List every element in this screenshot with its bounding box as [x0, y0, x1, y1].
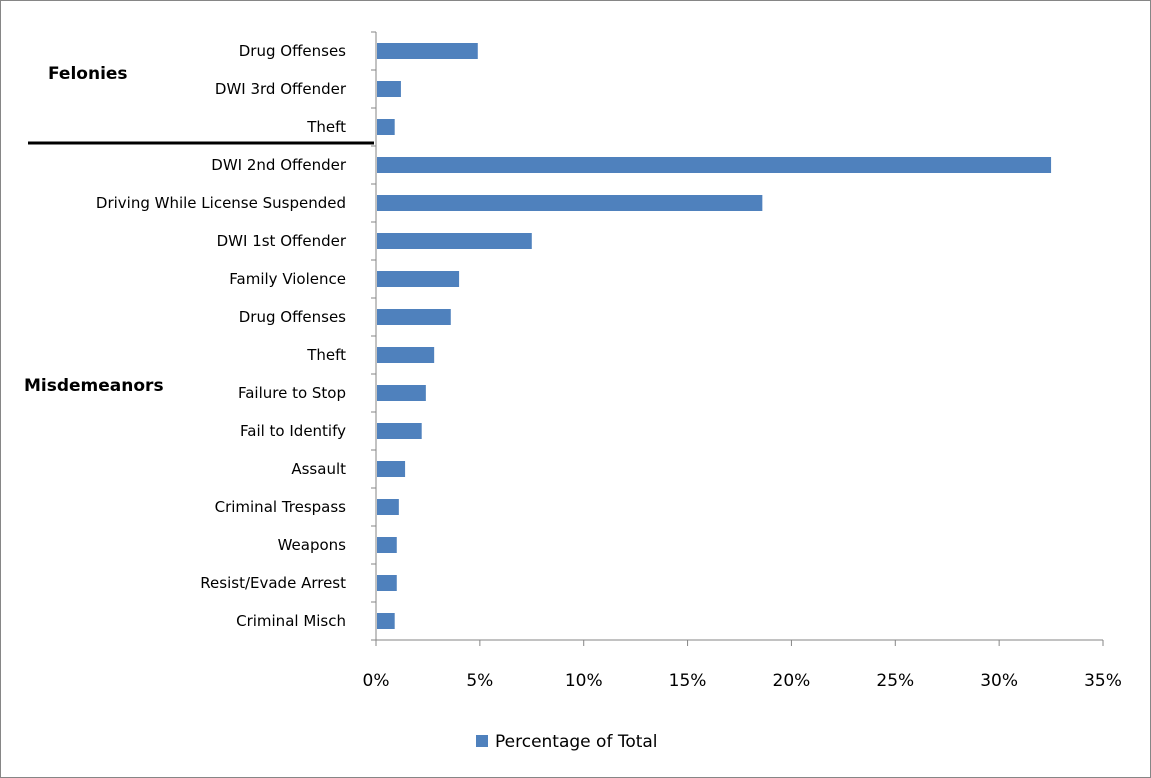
group-label-felonies: Felonies: [48, 64, 128, 84]
category-label-9: Failure to Stop: [238, 384, 346, 402]
category-labels: Drug Offenses DWI 3rd Offender Theft DWI 2n…: [96, 42, 347, 630]
x-tick-label-7: 35%: [1084, 671, 1122, 691]
category-label-8: Theft: [306, 346, 346, 364]
group-labels: Felonies Misdemeanors: [24, 64, 374, 396]
group-label-misdemeanors: Misdemeanors: [24, 376, 164, 396]
y-axis: [371, 31, 377, 641]
bar-2: [377, 119, 395, 135]
x-axis: 0% 5% 10% 15% 20% 25% 30% 35%: [363, 639, 1122, 691]
category-label-4: Driving While License Suspended: [96, 194, 346, 212]
legend-swatch: [476, 735, 488, 747]
x-tick-label-1: 5%: [466, 671, 493, 691]
legend-label: Percentage of Total: [495, 732, 658, 752]
x-tick-label-3: 15%: [669, 671, 707, 691]
bars-group: [377, 43, 1052, 629]
x-tick-label-4: 20%: [773, 671, 811, 691]
category-label-6: Family Violence: [229, 270, 346, 288]
category-label-15: Criminal Misch: [236, 612, 346, 630]
bar-12: [377, 499, 399, 515]
bar-11: [377, 461, 406, 477]
category-label-0: Drug Offenses: [239, 42, 346, 60]
bar-13: [377, 537, 397, 553]
bar-14: [377, 575, 397, 591]
category-label-7: Drug Offenses: [239, 308, 346, 326]
bar-1: [377, 81, 401, 97]
bar-9: [377, 385, 426, 401]
category-label-1: DWI 3rd Offender: [215, 80, 347, 98]
bar-3: [377, 157, 1052, 173]
category-label-5: DWI 1st Offender: [217, 232, 347, 250]
category-label-3: DWI 2nd Offender: [211, 156, 347, 174]
bar-0: [377, 43, 478, 59]
x-tick-label-5: 25%: [876, 671, 914, 691]
category-label-14: Resist/Evade Arrest: [200, 574, 346, 592]
legend: Percentage of Total: [476, 732, 658, 752]
category-label-10: Fail to Identify: [240, 422, 346, 440]
bar-6: [377, 271, 460, 287]
bar-5: [377, 233, 532, 249]
bar-15: [377, 613, 395, 629]
bar-10: [377, 423, 422, 439]
category-label-12: Criminal Trespass: [215, 498, 347, 516]
x-tick-label-2: 10%: [565, 671, 603, 691]
bar-7: [377, 309, 451, 325]
category-label-11: Assault: [291, 460, 346, 478]
category-label-2: Theft: [306, 118, 346, 136]
x-tick-label-0: 0%: [363, 671, 390, 691]
bar-8: [377, 347, 435, 363]
category-label-13: Weapons: [278, 536, 347, 554]
x-tick-label-6: 30%: [980, 671, 1018, 691]
bar-4: [377, 195, 763, 211]
